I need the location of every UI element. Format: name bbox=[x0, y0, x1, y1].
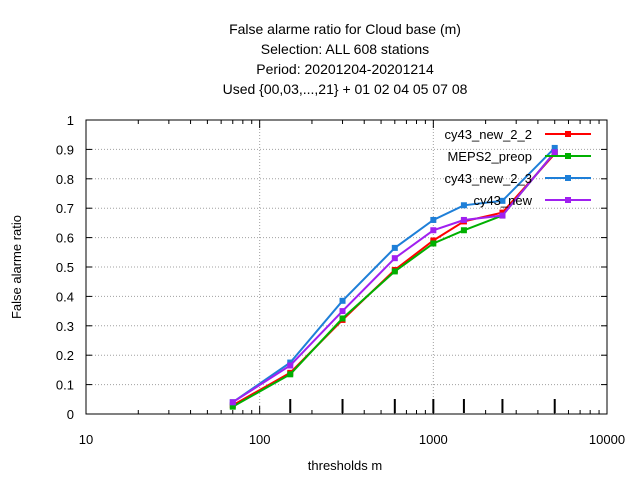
series-line bbox=[232, 151, 556, 404]
x-axis-label: thresholds m bbox=[308, 458, 382, 473]
y-tick-label: 0.2 bbox=[56, 348, 74, 363]
legend-marker bbox=[565, 175, 571, 181]
x-tick-label: 10 bbox=[79, 432, 93, 447]
data-point bbox=[551, 149, 558, 156]
y-tick-label: 1 bbox=[67, 113, 74, 128]
title-line-3: Period: 20201204-20201214 bbox=[256, 61, 434, 77]
data-point bbox=[339, 315, 346, 322]
x-tick-labels: 10 100 1000 10000 bbox=[79, 432, 625, 447]
data-point bbox=[287, 362, 294, 369]
legend-marker bbox=[565, 131, 571, 137]
legend-marker bbox=[565, 153, 571, 159]
y-tick-label: 0.3 bbox=[56, 319, 74, 334]
x-tick-label: 1000 bbox=[419, 432, 448, 447]
title-line-1: False alarme ratio for Cloud base (m) bbox=[229, 21, 461, 37]
data-point bbox=[430, 227, 437, 234]
series-line bbox=[232, 147, 556, 404]
data-point bbox=[391, 244, 398, 251]
series-cy43_new bbox=[229, 149, 558, 406]
series-line bbox=[232, 153, 556, 407]
data-point bbox=[287, 371, 294, 378]
title-line-4: Used {00,03,...,21} + 01 02 04 05 07 08 bbox=[223, 81, 468, 97]
grid bbox=[86, 120, 607, 414]
legend-label: MEPS2_preop bbox=[447, 149, 532, 164]
y-tick-label: 0.5 bbox=[56, 260, 74, 275]
legend-marker bbox=[565, 197, 571, 203]
legend-label: cy43_new bbox=[473, 193, 532, 208]
y-axis-label: False alarme ratio bbox=[9, 215, 24, 319]
y-tick-label: 0.4 bbox=[56, 289, 74, 304]
data-point bbox=[430, 240, 437, 247]
x-tick-label: 10000 bbox=[589, 432, 625, 447]
data-point bbox=[499, 212, 506, 219]
data-point bbox=[339, 308, 346, 315]
axis-ticks bbox=[85, 119, 608, 415]
data-point bbox=[430, 216, 437, 223]
data-point bbox=[460, 202, 467, 209]
y-tick-label: 0.9 bbox=[56, 142, 74, 157]
data-point bbox=[339, 297, 346, 304]
y-tick-labels: 0 0.1 0.2 0.3 0.4 0.5 0.6 0.7 0.8 0.9 1 bbox=[56, 113, 74, 422]
y-tick-label: 0.8 bbox=[56, 172, 74, 187]
title-line-2: Selection: ALL 608 stations bbox=[261, 41, 429, 57]
chart-title: False alarme ratio for Cloud base (m) Se… bbox=[223, 21, 468, 97]
data-point bbox=[229, 403, 236, 410]
legend: cy43_new_2_2 MEPS2_preop cy43_new_2_3 cy43_… bbox=[445, 127, 591, 208]
x-tick-label: 100 bbox=[249, 432, 271, 447]
series-line bbox=[232, 151, 556, 408]
data-point bbox=[551, 144, 558, 151]
series-lines bbox=[229, 144, 558, 410]
data-point bbox=[499, 197, 506, 204]
y-tick-label: 0.7 bbox=[56, 201, 74, 216]
threshold-markers bbox=[289, 399, 556, 413]
data-point bbox=[229, 399, 236, 406]
legend-label: cy43_new_2_3 bbox=[445, 171, 532, 186]
data-point bbox=[391, 255, 398, 262]
data-point bbox=[460, 216, 467, 223]
data-point bbox=[460, 227, 467, 234]
y-tick-label: 0.1 bbox=[56, 378, 74, 393]
data-point bbox=[391, 268, 398, 275]
y-tick-label: 0 bbox=[67, 407, 74, 422]
legend-label: cy43_new_2_2 bbox=[445, 127, 532, 142]
y-tick-label: 0.6 bbox=[56, 231, 74, 246]
